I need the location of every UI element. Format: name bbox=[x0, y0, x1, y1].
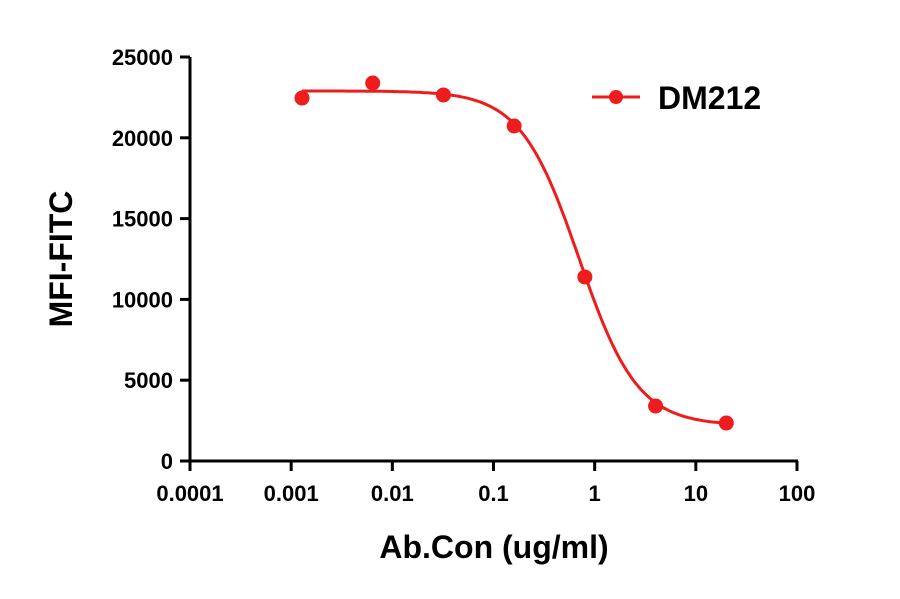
x-axis-label: Ab.Con (ug/ml) bbox=[379, 529, 608, 565]
fit-curve bbox=[302, 89, 727, 425]
data-point bbox=[718, 415, 734, 431]
legend: DM212 bbox=[592, 80, 761, 116]
data-point bbox=[294, 90, 310, 106]
y-tick-label: 20000 bbox=[112, 126, 173, 151]
y-tick-label: 10000 bbox=[112, 287, 173, 312]
data-point bbox=[648, 398, 664, 414]
x-tick-label: 0.1 bbox=[478, 481, 509, 506]
data-point bbox=[577, 269, 593, 285]
y-tick-label: 15000 bbox=[112, 207, 173, 232]
data-point bbox=[506, 118, 522, 134]
y-tick-label: 25000 bbox=[112, 45, 173, 70]
x-tick-label: 0.01 bbox=[371, 481, 414, 506]
x-tick-label: 10 bbox=[684, 481, 708, 506]
data-points bbox=[294, 75, 734, 431]
legend-label: DM212 bbox=[658, 80, 761, 116]
x-tick-label: 1 bbox=[589, 481, 601, 506]
axes: 0 5000 10000 15000 20000 25000 0.0001 0.001 0.01… bbox=[112, 45, 816, 506]
y-tick-label: 5000 bbox=[124, 368, 173, 393]
x-tick-label: 100 bbox=[779, 481, 816, 506]
data-point bbox=[365, 75, 381, 91]
y-tick-label: 0 bbox=[161, 449, 173, 474]
x-tick-label: 0.0001 bbox=[156, 481, 223, 506]
y-axis-label: MFI-FITC bbox=[43, 191, 79, 328]
legend-marker bbox=[609, 90, 623, 104]
data-point bbox=[435, 87, 451, 103]
x-tick-label: 0.001 bbox=[264, 481, 319, 506]
fit-curve-group bbox=[302, 89, 727, 425]
